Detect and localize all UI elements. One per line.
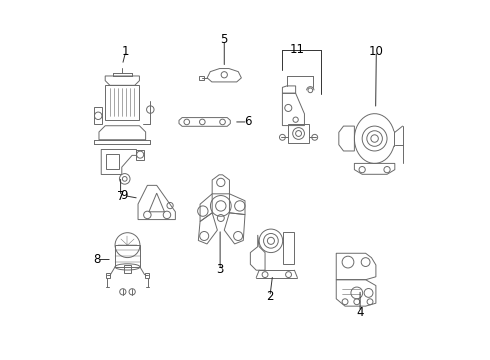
Bar (288, 124, 309, 143)
Text: 8: 8 (94, 253, 101, 266)
Text: 4: 4 (356, 306, 364, 319)
Bar (106, 154, 119, 168)
Text: 7: 7 (117, 190, 124, 203)
Bar (105, 85, 140, 120)
Bar (124, 265, 131, 273)
Text: 10: 10 (369, 45, 384, 58)
Bar (106, 273, 110, 278)
Text: 11: 11 (289, 43, 304, 56)
Text: 1: 1 (122, 45, 129, 58)
Text: 3: 3 (217, 264, 224, 276)
Text: 2: 2 (266, 290, 273, 303)
Text: 6: 6 (244, 116, 251, 129)
Bar (199, 76, 204, 80)
Bar (137, 149, 144, 160)
Bar (94, 107, 102, 124)
Bar (145, 273, 149, 278)
Bar (115, 245, 140, 267)
Text: 9: 9 (120, 189, 128, 202)
Text: 5: 5 (220, 33, 228, 46)
